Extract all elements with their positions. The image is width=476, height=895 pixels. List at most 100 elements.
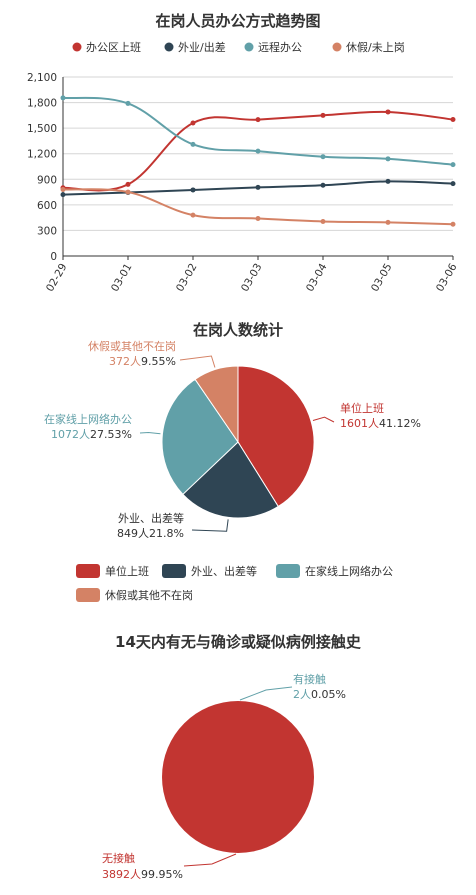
pie-label-count: 2人 — [293, 688, 311, 701]
pie-label-pct: 0.05% — [311, 688, 346, 701]
x-tick-label: 03-05 — [369, 262, 395, 294]
line-chart-grid — [63, 77, 453, 230]
y-tick-label: 300 — [37, 225, 57, 237]
data-point — [321, 113, 326, 118]
pie-chart-staff-slices — [162, 366, 314, 518]
data-point — [256, 185, 261, 190]
x-tick-label: 03-06 — [434, 261, 460, 294]
pie-chart-staff-title: 在岗人数统计 — [193, 321, 283, 339]
legend-label: 办公区上班 — [86, 41, 141, 54]
pie-legend-item-0[interactable]: 单位上班 — [76, 564, 149, 578]
legend-item-2[interactable]: 远程办公 — [245, 41, 303, 54]
data-point — [386, 179, 391, 184]
legend-label: 休假或其他不在岗 — [105, 588, 193, 602]
pie-label-pct: 9.55% — [141, 355, 176, 368]
pie-label-name: 单位上班 — [340, 401, 384, 415]
y-tick-label: 600 — [37, 200, 57, 212]
x-tick-label: 03-01 — [109, 262, 135, 294]
pie-label-pct: 21.8% — [149, 527, 184, 540]
series-2 — [61, 95, 456, 167]
data-point — [191, 187, 196, 192]
pie-label-1: 无接触 3892人99.95% — [102, 851, 236, 881]
data-point — [61, 187, 66, 192]
pie-label-value: 3892人99.95% — [102, 868, 183, 881]
pie-label-pct: 99.95% — [141, 868, 183, 881]
pie-label-value: 1072人27.53% — [51, 428, 132, 441]
data-point — [451, 181, 456, 186]
data-point — [386, 220, 391, 225]
data-point — [386, 109, 391, 114]
pie-label-value: 372人9.55% — [109, 355, 176, 368]
data-point — [191, 121, 196, 126]
leader-line — [240, 687, 292, 700]
legend-swatch — [76, 564, 100, 578]
legend-swatch — [276, 564, 300, 578]
pie-legend-item-1[interactable]: 外业、出差等 — [162, 564, 257, 578]
pie-chart-staff: 在岗人数统计 单位上班 1601人41.12% 外业、出差等 849人21.8% 在家线… — [44, 321, 421, 602]
data-point — [61, 95, 66, 100]
legend-label: 在家线上网络办公 — [305, 564, 393, 578]
y-tick-label: 1,500 — [27, 123, 57, 135]
x-tick-label: 03-02 — [174, 262, 200, 294]
pie-label-count: 372人 — [109, 355, 141, 368]
legend-label: 单位上班 — [105, 564, 149, 578]
legend-swatch — [162, 564, 186, 578]
data-point — [451, 117, 456, 122]
pie-label-count: 1601人 — [340, 417, 379, 430]
pie-label-name: 外业、出差等 — [118, 511, 184, 525]
legend-item-1[interactable]: 外业/出差 — [165, 40, 226, 54]
leader-line — [180, 356, 215, 367]
y-tick-label: 1,800 — [27, 98, 57, 110]
pie-label-pct: 27.53% — [90, 428, 132, 441]
pie-label-value: 1601人41.12% — [340, 417, 421, 430]
x-tick-label: 02-29 — [44, 262, 70, 294]
legend-label: 休假/未上岗 — [346, 40, 405, 54]
data-point — [126, 182, 131, 187]
pie-label-value: 849人21.8% — [117, 527, 184, 540]
data-point — [126, 190, 131, 195]
data-point — [451, 162, 456, 167]
line-chart-legend[interactable]: 办公区上班 外业/出差 远程办公 休假/未上岗 — [73, 40, 405, 54]
pie-label-count: 3892人 — [102, 868, 141, 881]
data-point — [61, 192, 66, 197]
pie-legend-item-3[interactable]: 休假或其他不在岗 — [76, 588, 193, 602]
data-point — [321, 183, 326, 188]
series-line — [63, 98, 453, 165]
data-point — [256, 216, 261, 221]
line-chart-title: 在岗人员办公方式趋势图 — [155, 12, 320, 30]
data-point — [256, 117, 261, 122]
pie-label-pct: 41.12% — [379, 417, 421, 430]
leader-line — [140, 433, 160, 434]
data-point — [126, 101, 131, 106]
pie-label-name: 无接触 — [102, 851, 135, 865]
pie-label-1: 外业、出差等 849人21.8% — [117, 511, 228, 540]
pie-label-3: 休假或其他不在岗 372人9.55% — [88, 339, 215, 368]
legend-marker — [165, 43, 174, 52]
pie-label-value: 2人0.05% — [293, 688, 346, 701]
legend-item-3[interactable]: 休假/未上岗 — [333, 40, 405, 54]
pie-label-0: 单位上班 1601人41.12% — [313, 401, 421, 430]
legend-swatch — [76, 588, 100, 602]
pie-label-name: 休假或其他不在岗 — [88, 339, 176, 353]
pie-chart-contact-slices — [162, 701, 314, 853]
y-tick-label: 0 — [50, 251, 57, 263]
data-point — [321, 154, 326, 159]
legend-marker — [245, 43, 254, 52]
data-point — [386, 156, 391, 161]
data-point — [451, 222, 456, 227]
legend-item-0[interactable]: 办公区上班 — [73, 41, 142, 54]
leader-line — [184, 854, 236, 866]
x-tick-label: 03-03 — [239, 262, 265, 294]
pie-chart-staff-legend[interactable]: 单位上班外业、出差等 在家线上网络办公休假或其他不在岗 — [76, 564, 393, 602]
y-tick-label: 2,100 — [27, 72, 57, 84]
leader-line — [313, 417, 334, 422]
legend-marker — [73, 43, 82, 52]
pie-label-count: 849人 — [117, 527, 149, 540]
pie-legend-item-2[interactable]: 在家线上网络办公 — [276, 564, 393, 578]
data-point — [256, 149, 261, 154]
